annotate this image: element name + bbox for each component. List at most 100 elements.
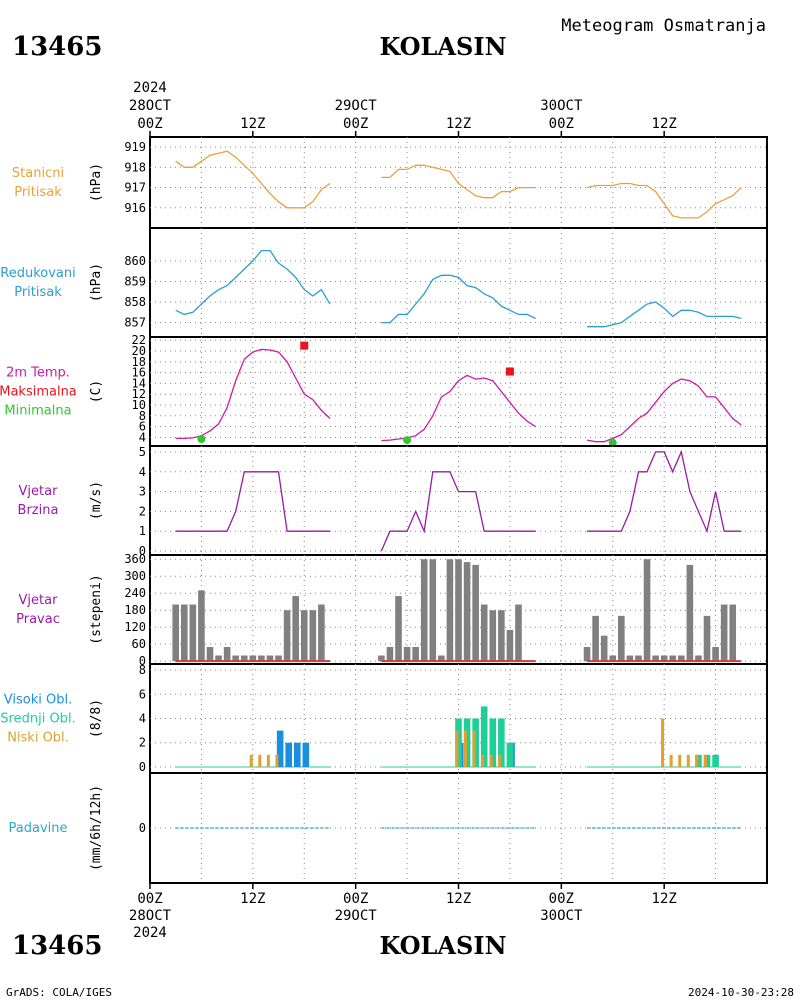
time-axis-top: 00Z 28OCT 2024 12Z 00Z 29OCT 12Z 00Z 30OCT 12Z — [129, 80, 677, 137]
direction-bar — [592, 615, 599, 662]
panel-wind-direction: 0 60 120 180 240 300 360 (stepeni) Vjetar Pravac — [16, 552, 768, 668]
low-cloud-bar — [678, 754, 682, 767]
direction-bar — [660, 655, 668, 662]
panel-precipitation: 0 (mm/6h/12h) Padavine — [9, 772, 768, 884]
series-label: 2m Temp. — [6, 366, 70, 381]
y-tick-label: 860 — [124, 254, 146, 268]
low-cloud-bar — [661, 718, 665, 767]
low-cloud-bar — [463, 730, 467, 767]
time-hour-label: 00Z — [343, 891, 368, 907]
time-hour-label: 12Z — [652, 891, 677, 907]
station-id-bottom: 13465 — [12, 931, 102, 961]
series-label: Redukovani — [0, 266, 75, 281]
direction-bar — [266, 655, 274, 662]
direction-bar — [729, 604, 737, 662]
direction-bar — [240, 655, 248, 662]
unit-label: (hPa) — [89, 263, 104, 302]
direction-bar — [283, 610, 291, 662]
y-tick-label: 0 — [139, 821, 146, 835]
unit-label: (m/s) — [89, 481, 104, 520]
direction-bar — [489, 610, 497, 662]
direction-bar — [720, 604, 728, 662]
direction-bar — [206, 647, 214, 662]
direction-bar — [712, 647, 719, 662]
series-label: Vjetar — [19, 484, 59, 499]
high-cloud-bar — [293, 742, 301, 767]
mid-cloud-bar — [463, 718, 471, 767]
y-tick-label: 916 — [124, 201, 146, 215]
direction-bar — [215, 655, 222, 662]
direction-bar — [635, 655, 642, 662]
panel-frame — [149, 336, 768, 447]
time-hour-label: 00Z — [137, 891, 162, 907]
direction-bar — [429, 559, 437, 662]
low-cloud-bar — [703, 754, 707, 767]
direction-bar — [395, 596, 402, 662]
series-label: Pritisak — [14, 185, 62, 200]
series-label: Minimalna — [4, 404, 71, 419]
y-tick-label: 10 — [132, 398, 146, 412]
direction-bar — [480, 604, 488, 662]
low-cloud-bar — [258, 754, 262, 767]
tmin-marker — [197, 434, 206, 443]
unit-label: (mm/6h/12h) — [89, 785, 104, 871]
panel-station-pressure: 916 917 918 919 (hPa) Stanicni Pritisak — [12, 136, 768, 229]
y-tick-label: 16 — [132, 366, 146, 380]
y-tick-label: 0 — [139, 544, 146, 558]
direction-bar — [386, 647, 394, 662]
time-hour-label: 00Z — [549, 116, 574, 132]
direction-bar — [300, 610, 308, 662]
time-hour-label: 00Z — [343, 116, 368, 132]
series-label: Visoki Obl. — [4, 693, 72, 708]
time-hour-label: 00Z — [137, 116, 162, 132]
station-id-top: 13465 — [12, 32, 102, 62]
generated-timestamp: 2024-10-30-23:28 — [688, 986, 794, 999]
direction-bar — [292, 596, 299, 662]
direction-bar — [198, 590, 205, 662]
y-tick-label: 12 — [132, 387, 146, 401]
series-line — [175, 471, 330, 532]
tmin-marker — [608, 438, 617, 447]
series-label: Pravac — [16, 612, 60, 627]
low-cloud-bar — [455, 730, 459, 767]
mid-cloud-bar — [480, 706, 488, 767]
time-year-label: 2024 — [133, 925, 167, 941]
time-date-label: 28OCT — [129, 98, 172, 114]
y-tick-label: 917 — [124, 181, 146, 195]
direction-bar — [626, 655, 634, 662]
y-tick-label: 0 — [139, 654, 146, 668]
direction-bar — [249, 655, 257, 662]
series-label: Vjetar — [19, 593, 59, 608]
mid-cloud-bar — [455, 718, 462, 767]
direction-bar — [686, 564, 694, 662]
y-tick-label: 858 — [124, 295, 146, 309]
low-cloud-bar — [686, 754, 690, 767]
panel-cloud-cover: 0 2 4 6 8 (8/8) Visoki Obl. Srednji Obl. Niski O… — [0, 663, 768, 774]
direction-bar — [438, 655, 445, 662]
time-date-label: 30OCT — [540, 98, 583, 114]
time-date-label: 29OCT — [335, 908, 378, 924]
y-tick-label: 4 — [139, 430, 146, 444]
direction-bar — [309, 610, 317, 662]
direction-bar — [703, 615, 711, 662]
direction-bar — [232, 655, 239, 662]
station-name-top: KOLASIN — [379, 32, 506, 61]
series-line — [381, 274, 536, 324]
product-title: Meteogram Osmatranja — [561, 16, 766, 36]
direction-bar — [463, 562, 471, 662]
mid-cloud-bar — [703, 754, 711, 767]
y-tick-label: 360 — [124, 552, 146, 566]
low-cloud-bar — [266, 754, 270, 767]
high-cloud-bar — [302, 742, 310, 767]
series-line — [381, 164, 536, 199]
panel-wind-speed: 0 1 2 3 4 5 (m/s) Vjetar Brzina — [18, 445, 768, 558]
y-tick-label: 2 — [139, 504, 146, 518]
low-cloud-bar — [275, 754, 279, 767]
direction-bar — [669, 655, 677, 662]
y-tick-label: 918 — [124, 160, 146, 174]
y-tick-label: 18 — [132, 355, 146, 369]
direction-bar — [506, 630, 514, 662]
direction-bar — [378, 655, 385, 662]
mid-cloud-bar — [506, 742, 514, 767]
